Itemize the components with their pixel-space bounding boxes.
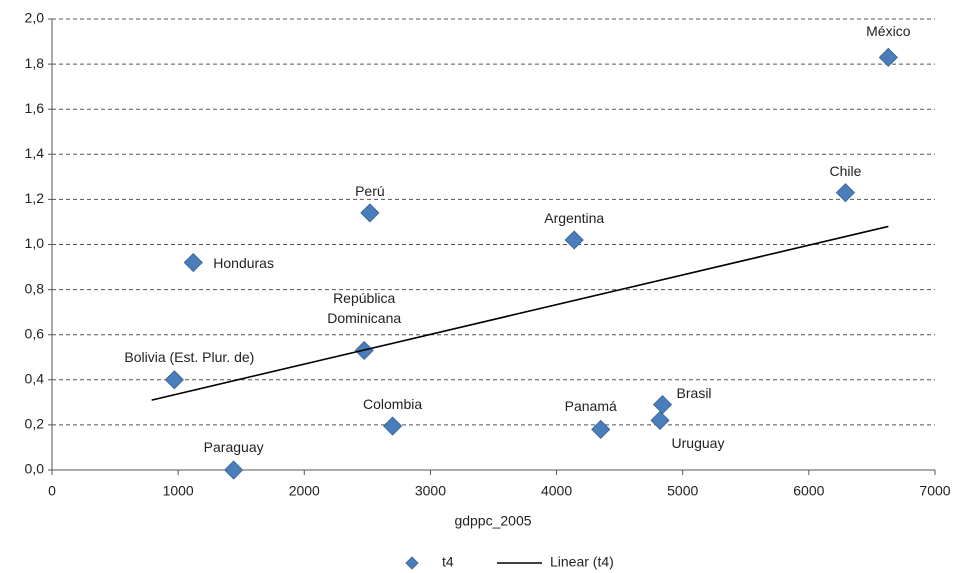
y-tick-label: 2,0 (25, 10, 45, 26)
point (652, 395, 673, 415)
x-tick-label: 1000 (163, 483, 194, 499)
x-tick-label: 6000 (793, 483, 824, 499)
point (164, 370, 184, 390)
point-label: Colombia (363, 396, 423, 413)
point-label: Honduras (213, 254, 274, 271)
point-label: Brasil (676, 384, 712, 401)
point (383, 416, 403, 436)
y-tick-label: 1,6 (25, 100, 45, 116)
legend-label: Linear (t4) (550, 554, 614, 570)
point (878, 47, 898, 67)
y-tick-label: 0,4 (25, 371, 45, 387)
y-tick-label: 1,0 (25, 235, 45, 251)
y-tick-label: 1,2 (25, 190, 45, 206)
point-label: Panamá (564, 398, 617, 415)
x-axis-label: gdppc_2005 (454, 513, 531, 529)
point (835, 183, 856, 203)
x-tick-label: 7000 (919, 483, 950, 499)
y-tick-label: 0,2 (25, 416, 45, 432)
x-tick-label: 5000 (667, 483, 698, 499)
point-label: México (866, 23, 911, 40)
legend-marker (405, 556, 419, 570)
point-label: Bolivia (Est. Plur. de) (124, 348, 255, 365)
x-tick-label: 0 (48, 483, 56, 499)
point (650, 410, 670, 430)
y-tick-label: 1,4 (25, 145, 45, 161)
trend-line (151, 225, 889, 401)
point (591, 419, 611, 439)
x-tick-label: 2000 (289, 483, 320, 499)
point (360, 203, 380, 223)
x-tick-label: 4000 (541, 483, 572, 499)
point-label: Perú (355, 182, 385, 199)
legend-label: t4 (442, 554, 454, 570)
y-tick-label: 0,8 (25, 280, 45, 296)
point (183, 252, 203, 273)
point (224, 460, 244, 480)
x-tick-label: 3000 (415, 483, 446, 499)
y-tick-label: 0,6 (25, 325, 45, 341)
point-label: Uruguay (671, 435, 725, 452)
point-label: Chile (829, 162, 862, 179)
point (564, 230, 584, 250)
point-label: Argentina (544, 209, 605, 226)
point-label: Paraguay (203, 439, 264, 455)
y-tick-label: 1,8 (25, 55, 45, 71)
y-tick-label: 0,0 (25, 461, 45, 477)
point-label: República Dominicana (327, 290, 402, 327)
